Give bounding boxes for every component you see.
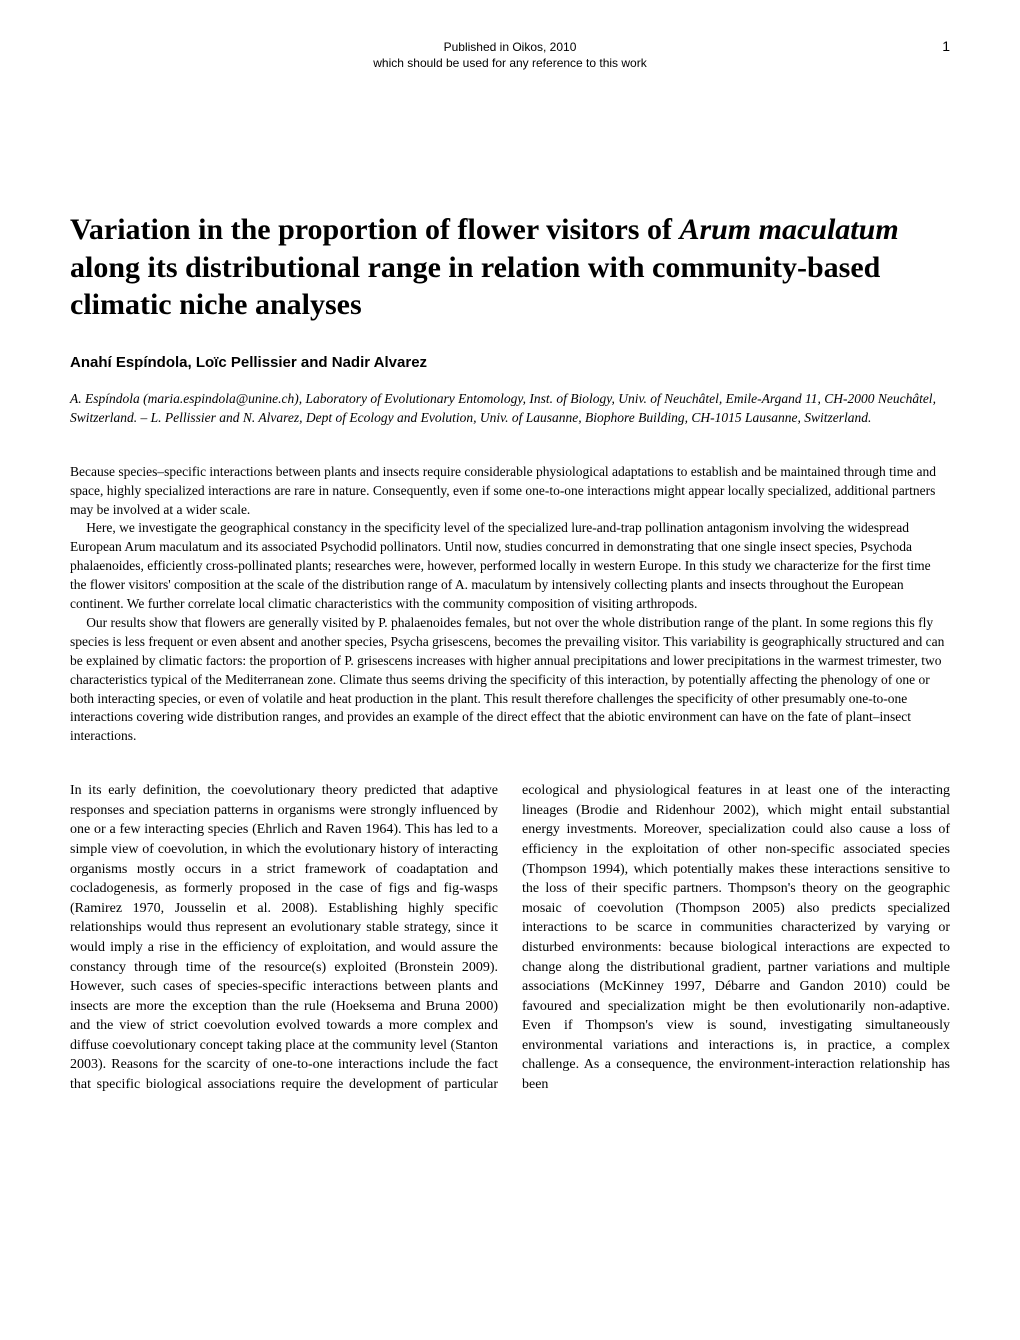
abstract-paragraph-1: Because species–specific interactions be… (70, 463, 950, 520)
abstract-paragraph-3: Our results show that flowers are genera… (70, 614, 950, 746)
body-text: In its early definition, the coevolution… (70, 781, 950, 1095)
page-number: 1 (942, 38, 950, 54)
title-italic-species: Arum maculatum (679, 213, 898, 246)
title-after-italic: along its distributional range in relati… (70, 251, 880, 322)
title-before-italic: Variation in the proportion of flower vi… (70, 213, 679, 246)
publication-line-1: Published in Oikos, 2010 (70, 40, 950, 56)
body-paragraph-1: In its early definition, the coevolution… (70, 781, 950, 1095)
abstract-paragraph-2: Here, we investigate the geographical co… (70, 519, 950, 613)
article-title: Variation in the proportion of flower vi… (70, 211, 950, 324)
author-affiliations: A. Espíndola (maria.espindola@unine.ch),… (70, 389, 950, 428)
publication-line-2: which should be used for any reference t… (70, 56, 950, 72)
publication-header: Published in Oikos, 2010 which should be… (70, 40, 950, 71)
author-names: Anahí Espíndola, Loïc Pellissier and Nad… (70, 354, 950, 371)
abstract: Because species–specific interactions be… (70, 463, 950, 746)
